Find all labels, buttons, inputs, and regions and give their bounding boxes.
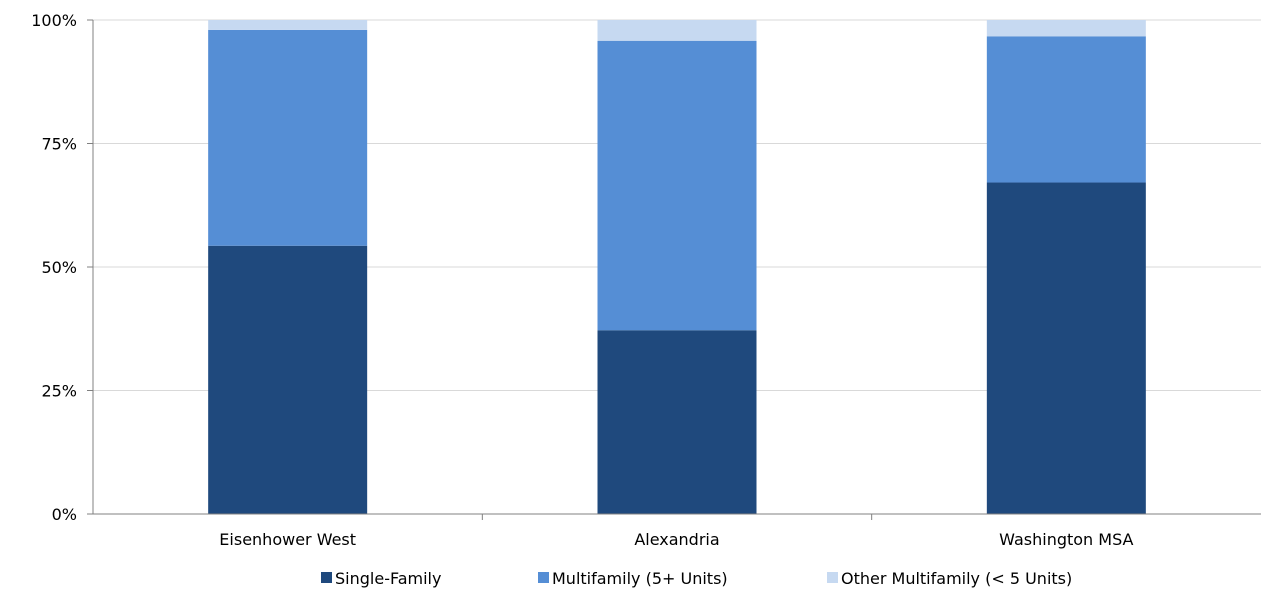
- bar-segment-other-multifamily-5-units-eisenhower-west: [208, 20, 368, 30]
- bar-segment-multifamily-5-units-eisenhower-west: [208, 29, 368, 246]
- bar-segment-multifamily-5-units-washington-msa: [986, 36, 1146, 183]
- legend-swatch-multifamily-5-units: [538, 572, 549, 583]
- bar-stacks: [208, 20, 1146, 514]
- y-tick-label: 25%: [41, 382, 77, 401]
- y-tick-label: 0%: [52, 505, 77, 524]
- bar-segment-other-multifamily-5-units-alexandria: [597, 20, 757, 41]
- bar-segment-multifamily-5-units-alexandria: [597, 40, 757, 331]
- x-category-label: Eisenhower West: [219, 530, 356, 549]
- bar-segment-single-family-alexandria: [597, 330, 757, 514]
- y-tick-label: 50%: [41, 258, 77, 277]
- y-tick-label: 75%: [41, 135, 77, 154]
- x-category-label: Alexandria: [634, 530, 719, 549]
- axes: 0% 25% 50% 75% 100% Eisenhower West Alexandria…: [31, 11, 1261, 549]
- bar-segment-other-multifamily-5-units-washington-msa: [986, 20, 1146, 37]
- legend-label-other-multifamily-5-units: Other Multifamily (< 5 Units): [841, 569, 1072, 588]
- legend-label-single-family: Single-Family: [335, 569, 441, 588]
- x-category-label: Washington MSA: [999, 530, 1133, 549]
- legend: Single-Family Multifamily (5+ Units) Other…: [321, 569, 1072, 588]
- bar-segment-single-family-washington-msa: [986, 182, 1146, 514]
- bar-segment-single-family-eisenhower-west: [208, 245, 368, 514]
- legend-swatch-single-family: [321, 572, 332, 583]
- legend-label-multifamily-5-units: Multifamily (5+ Units): [552, 569, 728, 588]
- y-tick-label: 100%: [31, 11, 77, 30]
- legend-swatch-other-multifamily-5-units: [827, 572, 838, 583]
